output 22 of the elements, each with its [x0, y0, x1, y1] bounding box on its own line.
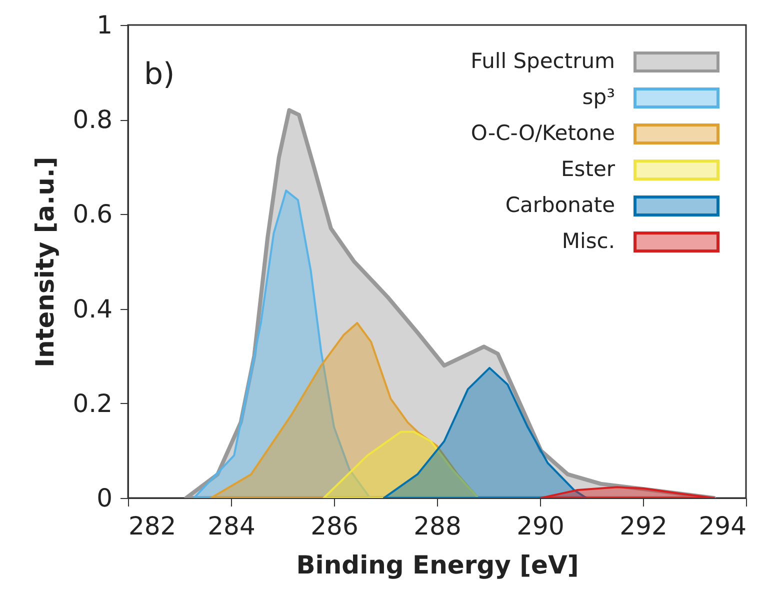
y-tick-label: 0.8: [72, 105, 112, 134]
legend-label: Full Spectrum: [470, 49, 615, 73]
y-tick-label: 0.2: [72, 388, 112, 418]
x-tick-label: 290: [516, 512, 564, 540]
y-tick-label: 0: [96, 484, 112, 512]
annotation: b): [144, 57, 175, 92]
x-tick-label: 292: [620, 512, 668, 540]
y-axis-title: Intensity [a.u.]: [30, 156, 60, 368]
legend-label: Ester: [561, 157, 616, 181]
x-tick-label: 286: [310, 512, 358, 540]
x-tick-label: 282: [128, 512, 176, 540]
x-axis-title: Binding Energy [eV]: [296, 550, 579, 580]
x-tick-label: 294: [698, 512, 746, 540]
legend-label: sp³: [582, 85, 615, 109]
y-tick-label: 0.4: [72, 294, 112, 324]
y-tick-label: 0.6: [72, 200, 112, 229]
y-tick-label: 1: [96, 10, 112, 40]
legend-label: O-C-O/Ketone: [470, 121, 615, 145]
x-tick-label: 288: [414, 512, 462, 540]
legend-label: Carbonate: [505, 193, 615, 217]
legend-label: Misc.: [562, 229, 615, 253]
x-tick-label: 284: [208, 512, 256, 540]
